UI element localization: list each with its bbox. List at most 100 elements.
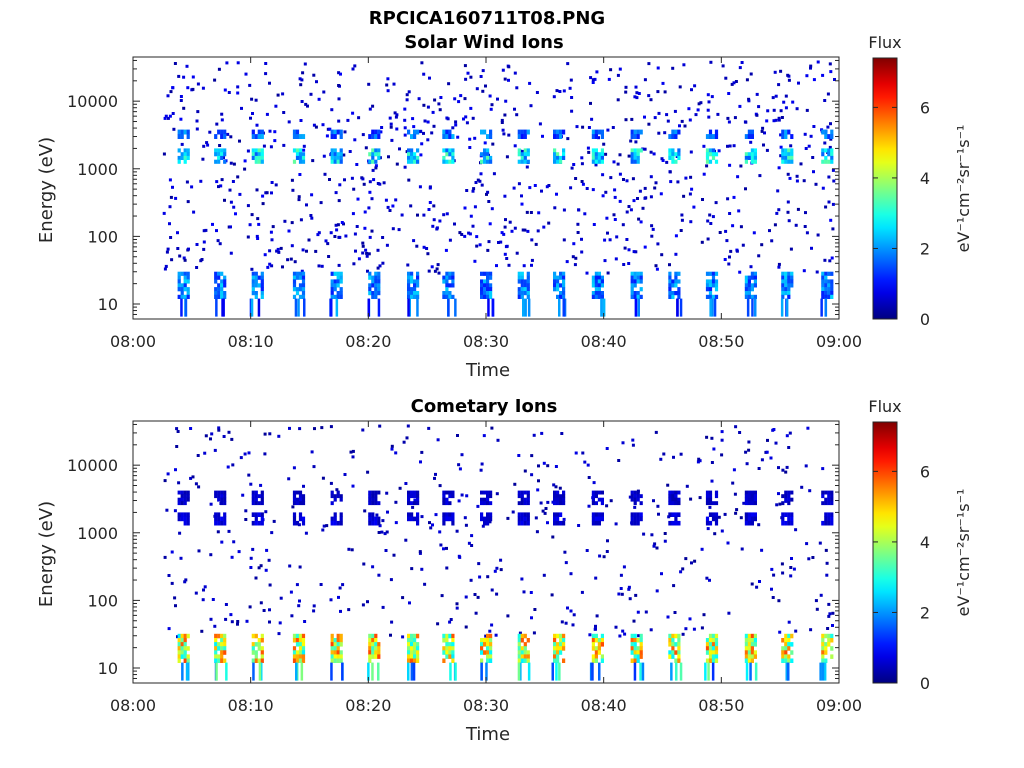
data-cell (634, 85, 638, 89)
data-cell (490, 103, 494, 107)
data-cell (451, 294, 455, 299)
data-cell (374, 279, 378, 284)
data-cell (377, 298, 381, 317)
data-cell (180, 287, 184, 292)
data-cell (490, 588, 494, 592)
data-cell (571, 623, 575, 627)
data-cell (750, 642, 754, 647)
data-cell (407, 642, 411, 647)
data-cell (505, 155, 509, 159)
data-cell (802, 269, 806, 273)
data-cell (677, 287, 681, 292)
data-cell (451, 494, 455, 499)
data-cell (749, 265, 753, 269)
data-cell (341, 662, 344, 681)
data-cell (451, 271, 455, 276)
data-cell (413, 294, 417, 299)
data-cell (523, 497, 527, 502)
data-cell (753, 501, 757, 506)
x-tick-label: 09:00 (816, 696, 862, 715)
data-cell (371, 104, 375, 108)
data-cell (448, 490, 452, 495)
data-cell (778, 630, 782, 634)
solar-wind-ions-panel: 08:00 08:10 08:20 08:30 08:40 08:50 09:0010100… (36, 32, 973, 381)
data-cell (600, 275, 604, 280)
data-cell (171, 86, 175, 90)
colorbar (872, 57, 898, 320)
data-cell (220, 148, 224, 153)
data-cell (708, 520, 713, 526)
data-cell (513, 226, 517, 230)
data-cell (183, 497, 187, 502)
data-cell (721, 64, 725, 68)
data-cell (298, 148, 303, 153)
data-cell (382, 181, 386, 185)
data-cell (303, 620, 307, 623)
data-cell (315, 80, 318, 84)
data-cell (791, 100, 795, 104)
data-cell (824, 633, 828, 639)
data-cell (252, 662, 255, 681)
data-cell (558, 662, 561, 681)
data-cell (333, 654, 337, 659)
data-cell (824, 501, 828, 506)
data-cell (591, 516, 595, 522)
data-cell (416, 494, 420, 499)
data-cell (530, 473, 534, 477)
data-cell (368, 152, 372, 157)
data-cell (298, 275, 303, 280)
data-cell (819, 593, 823, 597)
data-cell (814, 599, 818, 603)
data-cell (526, 494, 530, 499)
data-cell (186, 494, 190, 499)
data-cell (333, 129, 337, 135)
data-cell (295, 650, 300, 655)
data-cell (445, 633, 449, 639)
data-cell (336, 279, 340, 284)
data-cell (553, 658, 557, 663)
data-cell (591, 152, 595, 157)
data-cell (251, 271, 255, 276)
data-cell (781, 148, 785, 153)
data-cell (486, 654, 490, 659)
data-cell (606, 539, 609, 543)
data-cell (639, 275, 643, 280)
data-cell (534, 242, 538, 246)
data-cell (368, 159, 372, 164)
data-cell (265, 191, 269, 195)
data-cell (504, 99, 508, 103)
data-cell (298, 490, 303, 495)
data-cell (827, 279, 831, 284)
data-cell (494, 633, 498, 637)
data-cell (446, 117, 450, 121)
data-cell (520, 577, 524, 581)
data-cell (677, 642, 681, 647)
data-cell (725, 239, 729, 243)
data-cell (366, 600, 369, 604)
data-cell (760, 129, 764, 133)
data-cell (171, 112, 175, 115)
data-cell (708, 658, 713, 663)
data-cell (553, 654, 557, 659)
x-tick-label: 08:10 (228, 332, 274, 351)
data-cell (377, 501, 381, 506)
data-cell (787, 219, 791, 223)
data-cell (784, 159, 788, 164)
data-cell (281, 265, 284, 269)
data-cell (556, 520, 560, 526)
data-cell (330, 516, 334, 522)
data-cell (576, 231, 580, 234)
data-cell (254, 650, 258, 655)
data-cell (530, 263, 533, 267)
data-cell (251, 129, 255, 135)
data-cell (544, 507, 548, 510)
data-cell (731, 224, 735, 228)
data-cell (433, 269, 437, 273)
data-cell (176, 635, 179, 639)
data-cell (784, 470, 788, 474)
data-cell (480, 129, 484, 135)
data-cell (292, 658, 297, 663)
data-cell (765, 450, 769, 454)
data-cell (587, 504, 591, 508)
data-cell (339, 279, 343, 284)
